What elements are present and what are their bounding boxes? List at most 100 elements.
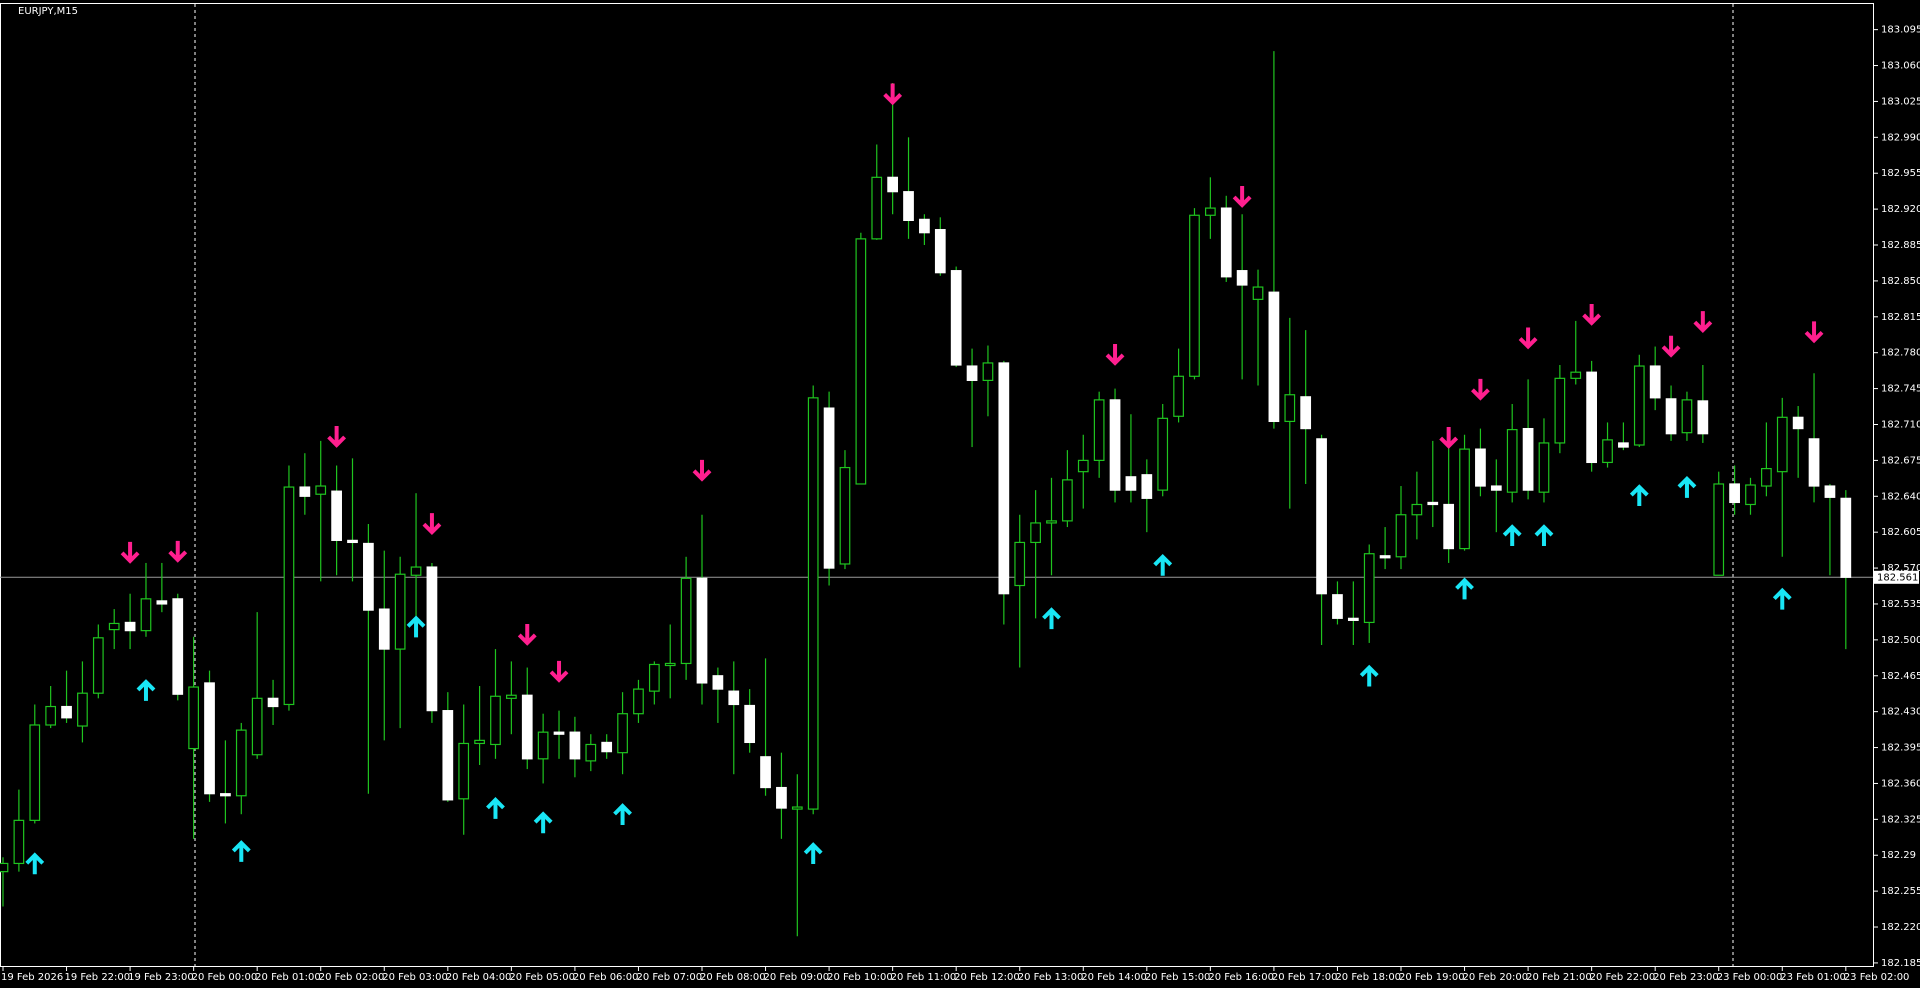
x-tick-label: 20 Feb 20:00 <box>1463 972 1529 983</box>
candle-body <box>13 819 25 865</box>
x-tick-label: 20 Feb 14:00 <box>1081 972 1147 983</box>
y-tick-label: 182.780 <box>1881 348 1920 359</box>
x-tick-label: 20 Feb 05:00 <box>509 972 575 983</box>
candle-body <box>760 756 771 789</box>
sell-arrow <box>517 623 537 646</box>
candle-body <box>1427 501 1439 506</box>
plot-frame <box>0 3 1874 967</box>
candle-body <box>1046 520 1057 524</box>
sell-arrow <box>883 83 903 106</box>
candle-body <box>1093 399 1105 461</box>
buy-arrow <box>1534 524 1554 547</box>
x-tick-label: 20 Feb 23:00 <box>1653 972 1719 983</box>
x-tick-label: 20 Feb 11:00 <box>891 972 957 983</box>
candle-body <box>490 695 501 746</box>
candle-body <box>919 218 930 234</box>
candle-body <box>648 663 660 692</box>
buy-arrow <box>1629 484 1649 507</box>
y-tick-label: 182.710 <box>1881 419 1920 430</box>
x-tick-label: 23 Feb 02:00 <box>1844 972 1910 983</box>
candle-body <box>315 485 327 495</box>
x-tick-label: 20 Feb 22:00 <box>1590 972 1656 983</box>
candle-body <box>839 466 851 565</box>
candle-body <box>1173 375 1184 417</box>
candle-body <box>1586 371 1598 464</box>
y-tick-label: 182.990 <box>1881 132 1920 143</box>
candle-body <box>791 806 803 810</box>
bid-label-box <box>1874 570 1919 584</box>
candle-body <box>982 362 994 381</box>
sell-arrow <box>168 540 188 563</box>
candle-body <box>569 731 581 760</box>
candle-body <box>378 608 390 650</box>
candle-body <box>124 621 136 632</box>
candle-body <box>0 862 9 873</box>
candle-body <box>934 229 946 274</box>
candle-body <box>1189 214 1200 377</box>
chart-title: EURJPY,M15 <box>18 6 78 17</box>
candle-body <box>680 577 692 665</box>
candle-body <box>1713 483 1725 576</box>
candle-body <box>1729 483 1740 504</box>
y-tick-label: 182.815 <box>1881 312 1920 323</box>
candle-body <box>474 739 485 745</box>
candle-body <box>903 191 914 221</box>
candle-body <box>1252 286 1264 300</box>
candle-body <box>871 176 883 240</box>
candle-body <box>1077 459 1089 473</box>
candle-body <box>1554 377 1566 444</box>
candle-body <box>1633 365 1645 446</box>
x-tick-label: 20 Feb 19:00 <box>1399 972 1465 983</box>
candle-body <box>1395 514 1407 558</box>
candle-body <box>1268 291 1280 423</box>
buy-arrow <box>1359 664 1379 687</box>
candle-body <box>728 690 740 706</box>
candle-body <box>363 542 374 611</box>
candle-body <box>283 486 295 706</box>
candle-body <box>1745 484 1756 506</box>
buy-arrow <box>136 679 156 701</box>
candle-body <box>1363 553 1375 624</box>
y-tick-label: 182.220 <box>1881 922 1920 933</box>
candle-body <box>664 662 676 667</box>
candle-body <box>1776 416 1788 473</box>
candle-body <box>1665 398 1677 435</box>
candle-body <box>776 786 787 809</box>
candle-body <box>442 710 454 801</box>
candle-body <box>1284 394 1296 423</box>
candle-body <box>267 697 279 708</box>
candle-body <box>712 675 724 690</box>
buy-arrow <box>1677 476 1697 498</box>
x-tick-label: 19 Feb 22:00 <box>65 972 131 983</box>
sell-arrow <box>1661 335 1681 358</box>
candle-body <box>347 539 358 544</box>
sell-arrow <box>1582 303 1602 326</box>
candle-body <box>1443 503 1455 550</box>
x-tick-label: 20 Feb 18:00 <box>1335 972 1401 983</box>
candle-body <box>458 742 470 800</box>
candle-body <box>188 686 200 750</box>
x-tick-label: 20 Feb 00:00 <box>192 972 258 983</box>
y-tick-label: 183.095 <box>1881 25 1920 36</box>
x-tick-label: 20 Feb 15:00 <box>1145 972 1211 983</box>
buy-arrow <box>231 840 251 862</box>
x-tick-label: 20 Feb 06:00 <box>573 972 639 983</box>
candle-body <box>1062 479 1073 522</box>
candle-body <box>1125 476 1137 491</box>
candle-body <box>251 697 263 756</box>
y-tick-label: 182.185 <box>1881 958 1920 969</box>
y-tick-label: 182.500 <box>1881 635 1920 646</box>
candle-body <box>950 270 962 366</box>
y-tick-label: 183.060 <box>1881 61 1920 72</box>
x-tick-label: 20 Feb 09:00 <box>764 972 830 983</box>
candle-body <box>807 397 819 810</box>
buy-arrow <box>1772 587 1792 610</box>
candle-body <box>1157 417 1169 491</box>
candle-body <box>77 692 88 727</box>
candle-body <box>1808 438 1820 487</box>
candle-body <box>744 704 756 744</box>
buy-arrow <box>25 852 45 875</box>
y-tick-label: 182.920 <box>1881 204 1920 215</box>
sell-arrow <box>692 459 712 482</box>
y-tick-label: 182.430 <box>1881 707 1920 718</box>
